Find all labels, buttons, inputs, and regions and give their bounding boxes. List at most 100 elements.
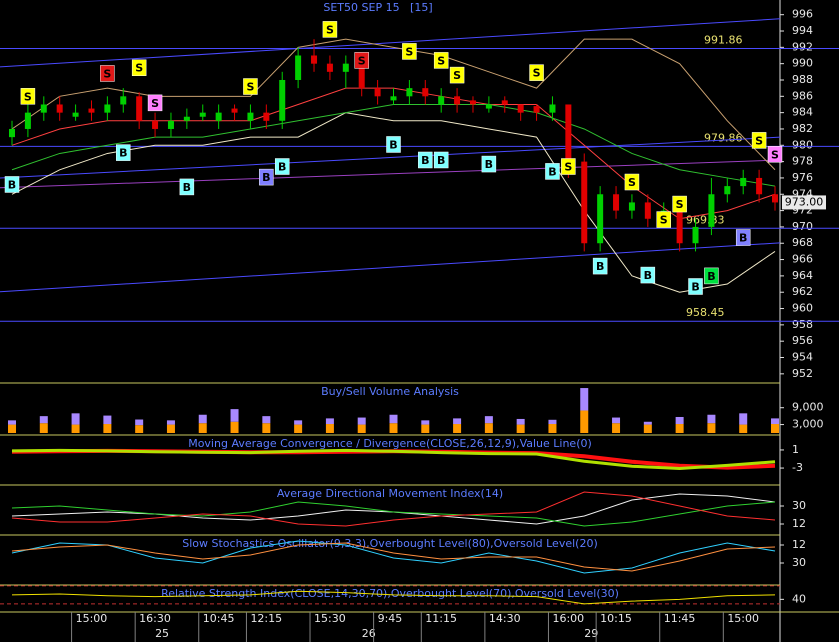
panel-title: Average Directional Movement Index(14) bbox=[277, 487, 503, 500]
y-tick-label: 990 bbox=[792, 57, 813, 70]
signal-label: S bbox=[405, 45, 413, 58]
y-tick-label: 3,000 bbox=[792, 418, 824, 431]
signal-box bbox=[735, 229, 751, 246]
y-tick-label: 986 bbox=[792, 89, 813, 102]
volume-bar bbox=[262, 416, 271, 424]
x-tick-label: 10:15 bbox=[600, 612, 632, 625]
candle-body bbox=[644, 202, 651, 219]
volume-bar bbox=[675, 424, 684, 433]
volume-bar bbox=[643, 421, 652, 425]
signal-label: S bbox=[676, 198, 684, 211]
candle-body bbox=[613, 194, 620, 211]
candle-body bbox=[581, 161, 588, 244]
panel-title: Slow Stochastics Oscillator(9,3,3),Overb… bbox=[182, 537, 598, 550]
signal-label: S bbox=[564, 161, 572, 174]
candle-body bbox=[724, 186, 731, 195]
candle-body bbox=[390, 96, 397, 101]
signal-box bbox=[751, 132, 767, 149]
signal-box bbox=[545, 163, 560, 180]
volume-bar bbox=[294, 420, 303, 425]
volume-bar bbox=[389, 423, 398, 433]
candle-body bbox=[692, 226, 699, 244]
volume-bar bbox=[357, 424, 366, 433]
signal-box bbox=[274, 158, 290, 175]
signal-box bbox=[116, 144, 131, 161]
candle-body bbox=[311, 55, 318, 64]
volume-bar bbox=[325, 418, 334, 425]
candle-body bbox=[152, 120, 159, 129]
signal-label: B bbox=[8, 178, 16, 191]
candle-body bbox=[438, 96, 445, 105]
signal-label: S bbox=[246, 81, 254, 94]
candle-body bbox=[565, 104, 572, 162]
signal-box bbox=[767, 146, 783, 163]
signal-box bbox=[4, 176, 20, 193]
volume-bar bbox=[166, 424, 175, 433]
signal-box bbox=[529, 64, 544, 81]
y-tick-label: 976 bbox=[792, 171, 813, 184]
candle-body bbox=[549, 104, 556, 113]
signal-box bbox=[640, 266, 656, 284]
volume-bar bbox=[580, 410, 589, 433]
candle-body bbox=[263, 112, 270, 121]
trendline bbox=[0, 18, 781, 68]
x-tick-label: 14:30 bbox=[489, 612, 521, 625]
candle-body bbox=[740, 177, 747, 187]
last-price-label: 973.00 bbox=[785, 195, 824, 208]
x-tick-label: 12:15 bbox=[250, 612, 282, 625]
y-tick-label: -3 bbox=[792, 461, 803, 474]
volume-bar bbox=[198, 414, 207, 424]
signal-box bbox=[354, 52, 369, 69]
indicator-line bbox=[11, 448, 776, 471]
volume-bar bbox=[103, 424, 112, 433]
indicator-line bbox=[11, 448, 776, 470]
signal-label: B bbox=[596, 260, 604, 273]
volume-bar bbox=[484, 416, 493, 424]
volume-bar bbox=[198, 423, 207, 433]
signal-label: B bbox=[389, 138, 397, 151]
signal-label: B bbox=[548, 165, 556, 178]
volume-bar bbox=[8, 420, 16, 425]
x-tick-label: 15:00 bbox=[727, 612, 759, 625]
signal-label: B bbox=[278, 161, 286, 174]
signal-box bbox=[100, 65, 115, 82]
candle-body bbox=[199, 112, 206, 117]
signal-box bbox=[386, 136, 401, 153]
signal-label: B bbox=[421, 154, 429, 167]
signal-box bbox=[656, 211, 671, 228]
level-label: 958.45 bbox=[686, 306, 725, 319]
y-tick-label: 980 bbox=[792, 138, 813, 151]
candle-body bbox=[708, 194, 715, 227]
signal-box bbox=[131, 59, 147, 76]
volume-bar bbox=[8, 424, 16, 433]
signal-label: S bbox=[326, 23, 334, 36]
signal-label: B bbox=[119, 147, 127, 160]
candle-body bbox=[358, 63, 365, 89]
candle-body bbox=[279, 79, 286, 121]
y-tick-label: 30 bbox=[792, 556, 806, 569]
candle-body bbox=[247, 112, 254, 121]
trendline bbox=[0, 159, 781, 189]
y-tick-label: 12 bbox=[792, 517, 806, 530]
x-tick-label: 16:00 bbox=[552, 612, 584, 625]
trendline bbox=[0, 242, 781, 293]
signal-box bbox=[704, 267, 719, 285]
signal-box bbox=[672, 195, 687, 213]
signal-label: S bbox=[628, 176, 636, 189]
signal-box bbox=[147, 94, 163, 112]
y-tick-label: 982 bbox=[792, 122, 813, 135]
y-tick-label: 996 bbox=[792, 8, 813, 21]
volume-bar bbox=[580, 388, 589, 411]
candle-body bbox=[374, 88, 381, 97]
x-tick-label: 11:45 bbox=[664, 612, 696, 625]
signal-box bbox=[259, 168, 274, 186]
signal-box bbox=[20, 88, 36, 105]
volume-bar bbox=[771, 418, 779, 425]
y-tick-label: 12 bbox=[792, 538, 806, 551]
y-tick-label: 1 bbox=[792, 443, 799, 456]
y-tick-label: 970 bbox=[792, 220, 813, 233]
signal-label: B bbox=[739, 232, 747, 245]
level-label: 991.86 bbox=[704, 33, 743, 46]
